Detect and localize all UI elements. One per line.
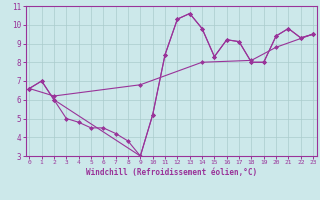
X-axis label: Windchill (Refroidissement éolien,°C): Windchill (Refroidissement éolien,°C) (86, 168, 257, 177)
